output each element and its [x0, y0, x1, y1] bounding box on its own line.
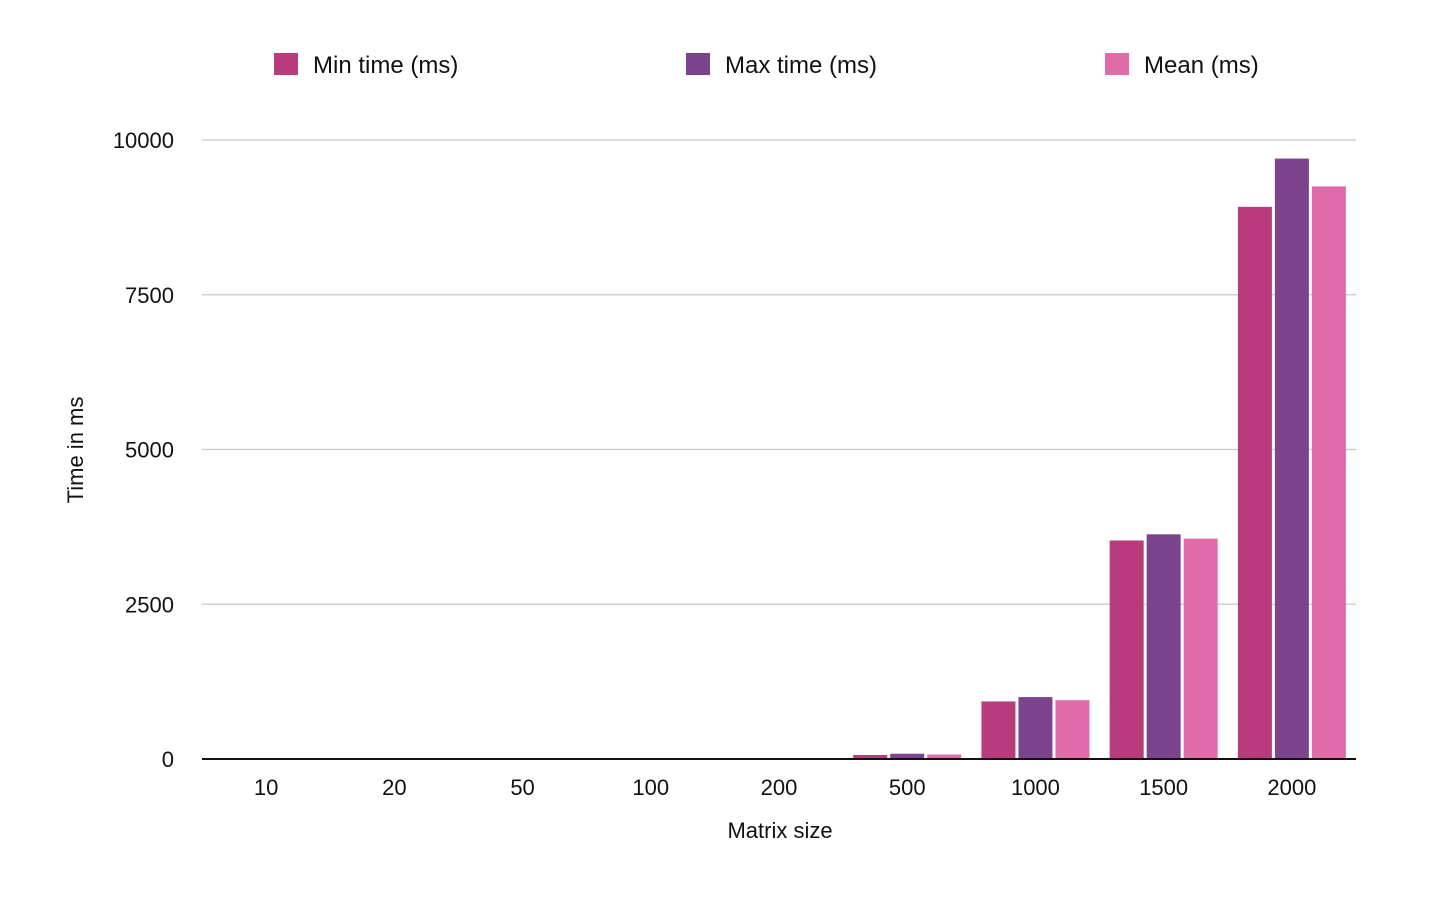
bar [1274, 158, 1309, 759]
legend: Min time (ms) Max time (ms) Mean (ms) [274, 52, 1259, 79]
legend-swatch [274, 53, 298, 75]
x-tick-label: 20 [382, 775, 406, 800]
x-tick-label: 1500 [1139, 775, 1188, 800]
bar [1146, 534, 1181, 759]
x-tick-label: 500 [889, 775, 926, 800]
legend-swatch [686, 53, 710, 75]
bar [1237, 206, 1272, 760]
y-tick-label: 7500 [125, 283, 174, 308]
legend-label: Max time (ms) [725, 52, 877, 79]
x-tick-label: 50 [510, 775, 534, 800]
y-axis-ticks: 0 2500 5000 7500 10000 [113, 128, 174, 772]
bar [1311, 186, 1346, 760]
legend-item: Mean (ms) [1105, 52, 1259, 79]
bar [1055, 700, 1090, 759]
bar [1183, 538, 1218, 759]
bars [596, 158, 1346, 760]
x-axis-title: Matrix size [727, 818, 832, 843]
bar [927, 754, 962, 759]
y-tick-label: 0 [162, 747, 174, 772]
y-tick-label: 5000 [125, 438, 174, 463]
x-tick-label: 2000 [1267, 775, 1316, 800]
y-axis-title: Time in ms [63, 397, 88, 504]
y-gridlines [202, 139, 1356, 605]
legend-swatch [1105, 53, 1129, 75]
x-tick-label: 200 [761, 775, 798, 800]
x-axis-ticks: 10 20 50 100 200 500 1000 1500 2000 [254, 775, 1316, 800]
bar [853, 754, 888, 759]
bar [890, 753, 925, 759]
y-tick-label: 10000 [113, 128, 174, 153]
legend-label: Mean (ms) [1144, 52, 1259, 79]
legend-item: Min time (ms) [274, 52, 458, 79]
y-tick-label: 2500 [125, 592, 174, 617]
legend-label: Min time (ms) [313, 52, 458, 79]
x-tick-label: 100 [632, 775, 669, 800]
legend-item: Max time (ms) [686, 52, 877, 79]
x-tick-label: 1000 [1011, 775, 1060, 800]
bar [1018, 697, 1053, 759]
bar [1109, 540, 1144, 759]
bar [981, 701, 1016, 759]
x-tick-label: 10 [254, 775, 278, 800]
